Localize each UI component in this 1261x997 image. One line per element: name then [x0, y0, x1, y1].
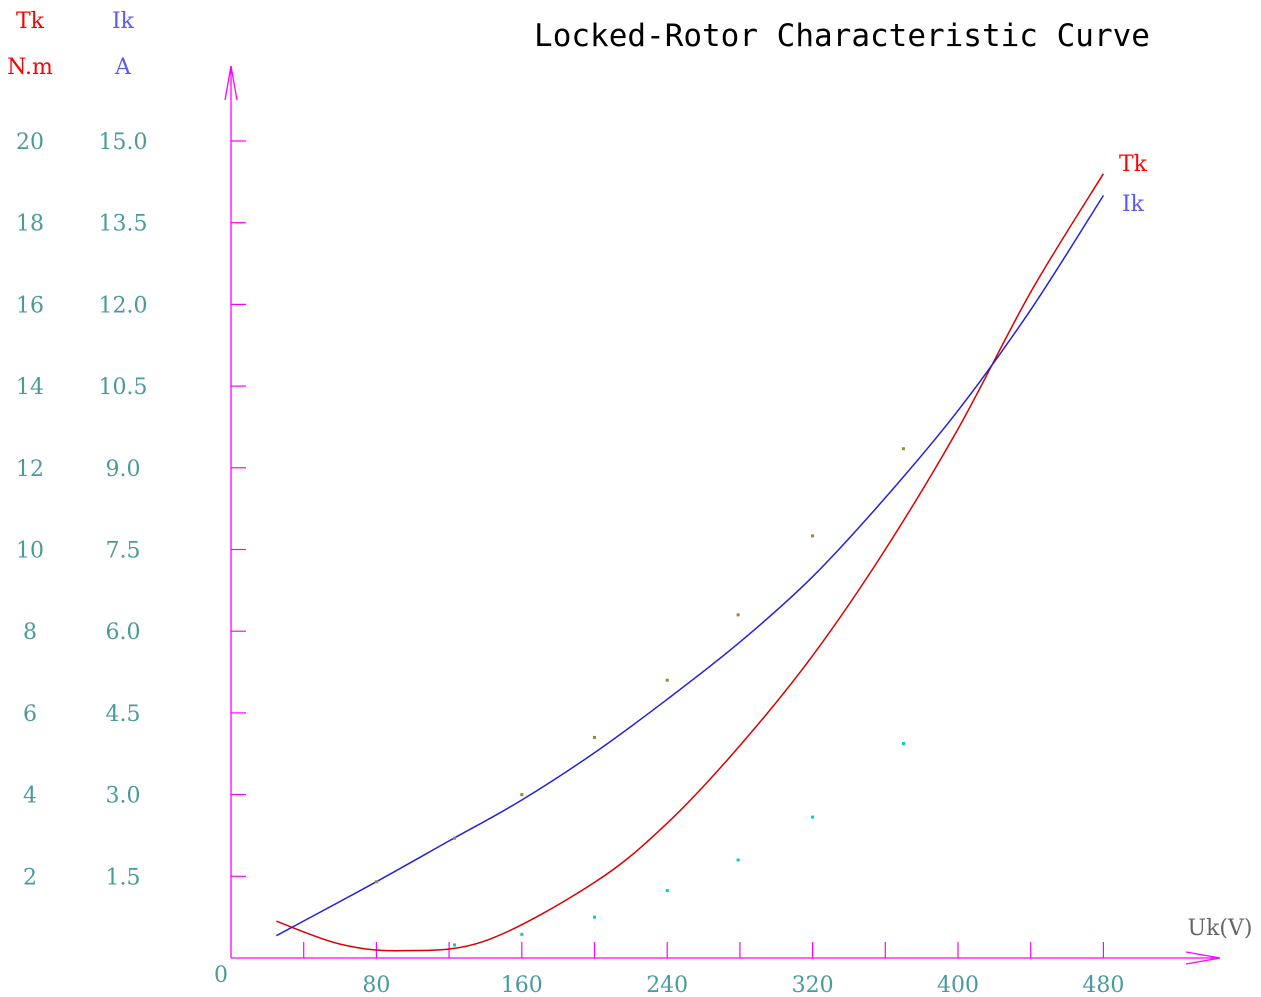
left-tick-label: 4 — [23, 784, 37, 809]
right-tick-label: 7.5 — [106, 539, 141, 564]
right-tick-label: 15.0 — [99, 130, 148, 155]
series-layer — [276, 173, 1105, 952]
ik-marker — [453, 836, 457, 840]
tk-marker — [453, 943, 457, 947]
left-tick-label: 20 — [16, 130, 44, 155]
x-tick-label: 400 — [937, 973, 979, 997]
tk-marker — [593, 915, 596, 919]
right-tick-label: 13.5 — [99, 212, 148, 237]
x-tick-label: 320 — [792, 973, 834, 997]
left-tick-label: 8 — [23, 620, 37, 645]
ik-legend-label: Ik — [1122, 192, 1145, 217]
right-tick-label: 4.5 — [106, 702, 141, 727]
y-ticks: 2 1.5 4 3.0 6 4.5 8 6.0 10 7.5 12 9.0 14 10.5 16 12.0 18… — [16, 130, 246, 890]
x-axis-arrow — [1185, 951, 1221, 965]
right-tick-label: 6.0 — [106, 620, 141, 645]
ik-marker — [665, 678, 669, 682]
tk-marker — [736, 858, 740, 862]
left-tick-label: 18 — [16, 212, 44, 237]
right-tick-label: 3.0 — [106, 784, 141, 809]
right-tick-label: 12.0 — [99, 293, 148, 318]
ik-marker — [593, 735, 596, 739]
ik-marker — [374, 880, 378, 884]
series-ik-curve — [276, 195, 1105, 937]
right-tick-label: 9.0 — [106, 457, 141, 482]
tk-legend-label: Tk — [1119, 152, 1148, 177]
chart-title: Locked-Rotor Characteristic Curve — [534, 18, 1150, 54]
right-tick-label: 1.5 — [106, 865, 141, 890]
axes — [224, 65, 1221, 965]
left-tick-label: 14 — [16, 375, 44, 400]
series-tk-curve — [276, 173, 1105, 952]
tk-marker — [665, 889, 669, 893]
tk-marker — [520, 932, 524, 936]
tk-marker — [811, 815, 815, 819]
x-tick-label: 480 — [1082, 973, 1124, 997]
y-axis-arrow — [224, 65, 238, 101]
left-tick-label: 12 — [16, 457, 44, 482]
marker-layer — [374, 447, 905, 947]
x-tick-label: 240 — [646, 973, 688, 997]
right-tick-label: 10.5 — [99, 375, 148, 400]
right-axis-name: Ik — [112, 9, 135, 34]
ik-marker — [901, 447, 905, 451]
left-tick-label: 6 — [23, 702, 37, 727]
x-tick-label: 160 — [501, 973, 543, 997]
left-tick-label: 2 — [23, 865, 37, 890]
left-axis-name: Tk — [16, 9, 45, 34]
left-tick-label: 10 — [16, 539, 44, 564]
ik-marker — [811, 534, 815, 538]
right-axis-unit: A — [114, 55, 132, 80]
x-ticks: 80 160 240 320 400 480 — [303, 942, 1124, 997]
ik-marker — [520, 793, 524, 797]
left-axis-unit: N.m — [7, 55, 53, 80]
ik-marker — [736, 613, 740, 617]
origin-label: 0 — [214, 963, 228, 988]
x-axis-label: Uk(V) — [1188, 916, 1253, 941]
x-tick-label: 80 — [362, 973, 390, 997]
tk-marker — [901, 742, 905, 746]
left-tick-label: 16 — [16, 293, 44, 318]
